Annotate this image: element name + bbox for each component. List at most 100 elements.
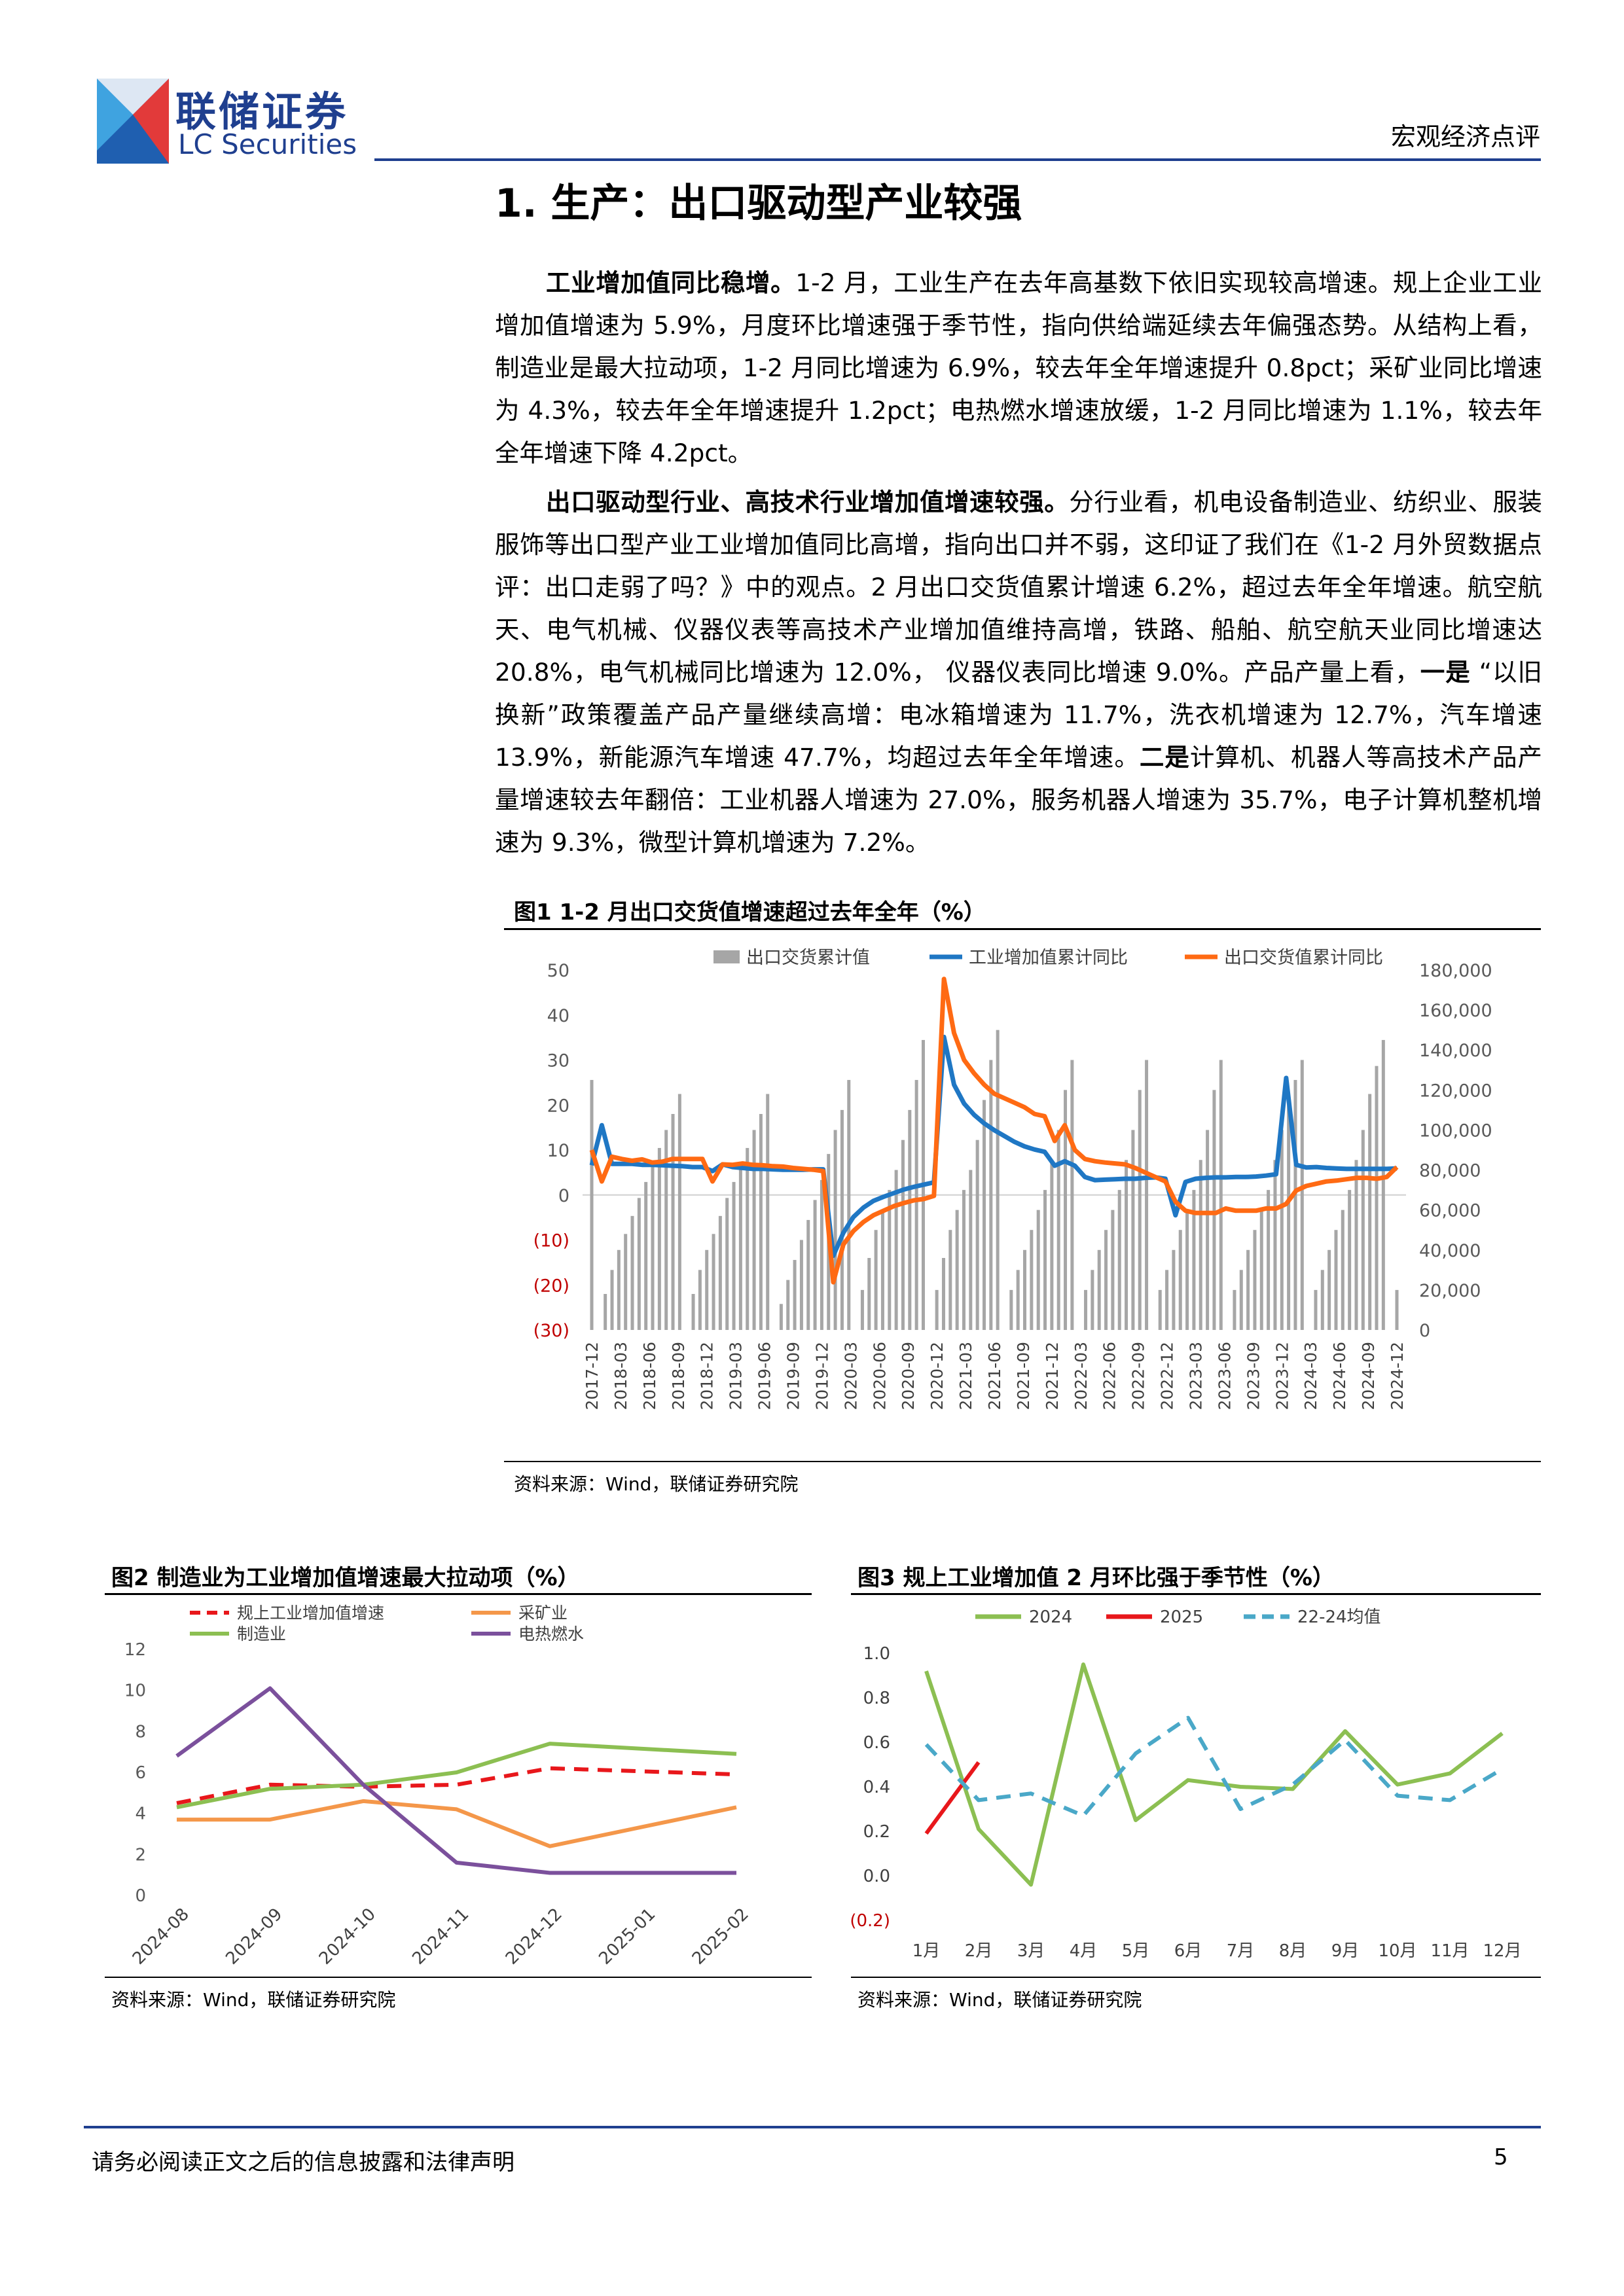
x-tick-label: 2019-06 bbox=[755, 1342, 774, 1410]
bar-export-cumulative bbox=[1023, 1249, 1027, 1330]
bar-export-cumulative bbox=[955, 1210, 959, 1330]
bar-export-cumulative bbox=[1145, 1060, 1149, 1330]
bar-export-cumulative bbox=[935, 1289, 939, 1330]
y-tick-label: 0.6 bbox=[863, 1733, 890, 1753]
bar-export-cumulative bbox=[1361, 1130, 1365, 1330]
bar-export-cumulative bbox=[1192, 1190, 1196, 1330]
bar-export-cumulative bbox=[644, 1181, 648, 1330]
y-tick-label: 0.2 bbox=[863, 1822, 890, 1842]
bar-export-cumulative bbox=[691, 1294, 695, 1330]
bar-export-cumulative bbox=[874, 1230, 878, 1330]
bar-export-cumulative bbox=[1293, 1080, 1297, 1330]
bar-export-cumulative bbox=[982, 1100, 986, 1330]
bar-export-cumulative bbox=[860, 1289, 864, 1330]
bar-export-cumulative bbox=[908, 1109, 912, 1330]
right-y-tick-label: 180,000 bbox=[1419, 961, 1492, 981]
x-tick-label: 2025-02 bbox=[689, 1905, 753, 1969]
bar-export-cumulative bbox=[1043, 1190, 1047, 1330]
bar-export-cumulative bbox=[1273, 1160, 1277, 1330]
x-tick-label: 2024-12 bbox=[502, 1905, 566, 1969]
bar-export-cumulative bbox=[1185, 1210, 1189, 1330]
bar-export-cumulative bbox=[1314, 1289, 1318, 1330]
x-tick-label: 2019-12 bbox=[812, 1342, 831, 1410]
y-tick-label: 0.0 bbox=[863, 1867, 890, 1886]
bar-export-cumulative bbox=[799, 1240, 803, 1330]
bar-export-cumulative bbox=[1036, 1210, 1040, 1330]
bar-export-cumulative bbox=[1091, 1270, 1094, 1330]
page-number: 5 bbox=[1494, 2144, 1508, 2170]
paragraph-2-body-3: 计算机、机器人等高技术产品产量增速较去年翻倍：工业机器人增速为 27.0%，服务… bbox=[495, 743, 1543, 857]
legend-label: 2024 bbox=[1029, 1607, 1072, 1627]
x-tick-label: 2021-06 bbox=[985, 1342, 1004, 1410]
bar-export-cumulative bbox=[671, 1114, 675, 1330]
x-tick-label: 2018-12 bbox=[698, 1342, 717, 1410]
bar-export-cumulative bbox=[617, 1249, 621, 1330]
bar-export-cumulative bbox=[1219, 1060, 1223, 1330]
x-tick-label: 2021-03 bbox=[956, 1342, 975, 1410]
x-tick-label: 12月 bbox=[1483, 1941, 1521, 1961]
x-tick-label: 2024-11 bbox=[408, 1905, 473, 1969]
bar-export-cumulative bbox=[1050, 1160, 1054, 1330]
x-tick-label: 2024-09 bbox=[1359, 1342, 1378, 1410]
bar-export-cumulative bbox=[1056, 1130, 1060, 1330]
x-tick-label: 2024-12 bbox=[1388, 1342, 1407, 1410]
x-tick-label: 2018-09 bbox=[669, 1342, 688, 1410]
bar-export-cumulative bbox=[1354, 1160, 1358, 1330]
bar-export-cumulative bbox=[1348, 1190, 1352, 1330]
bar-export-cumulative bbox=[833, 1130, 837, 1330]
figure-2-title: 图2 制造业为工业增加值增速最大拉动项（%） bbox=[111, 1565, 580, 1591]
bar-export-cumulative bbox=[1064, 1090, 1068, 1330]
legend-label: 出口交货累计值 bbox=[746, 948, 870, 968]
bar-export-cumulative bbox=[880, 1210, 884, 1330]
y-tick-label: 0.8 bbox=[863, 1689, 890, 1708]
bar-export-cumulative bbox=[1212, 1090, 1216, 1330]
footer-divider bbox=[84, 2126, 1541, 2128]
bar-export-cumulative bbox=[630, 1215, 634, 1330]
paragraph-2: 出口驱动型行业、高技术行业增加值增速较强。分行业看，机电设备制造业、纺织业、服装… bbox=[495, 481, 1542, 864]
x-tick-label: 2024-08 bbox=[129, 1905, 193, 1969]
legend-label: 出口交货值累计同比 bbox=[1224, 948, 1383, 968]
figure-3-source: 资料来源：Wind，联储证券研究院 bbox=[857, 1989, 1142, 2011]
bar-export-cumulative bbox=[806, 1219, 810, 1330]
bar-export-cumulative bbox=[989, 1060, 993, 1330]
bar-export-cumulative bbox=[1117, 1190, 1121, 1330]
y-tick-label: 6 bbox=[135, 1763, 146, 1783]
figure-2-source: 资料来源：Wind，联储证券研究院 bbox=[111, 1989, 396, 2011]
y-tick-label: 0.4 bbox=[863, 1778, 890, 1797]
bar-export-cumulative bbox=[948, 1230, 952, 1330]
x-tick-label: 1月 bbox=[912, 1941, 941, 1961]
line-22-24均值 bbox=[924, 1715, 1504, 1818]
x-tick-label: 2025-01 bbox=[595, 1905, 659, 1969]
bar-export-cumulative bbox=[752, 1130, 756, 1330]
x-tick-label: 2021-09 bbox=[1014, 1342, 1033, 1410]
bar-export-cumulative bbox=[637, 1198, 641, 1330]
left-y-tick-label: 40 bbox=[547, 1006, 569, 1026]
bar-export-cumulative bbox=[1070, 1060, 1074, 1330]
bar-export-cumulative bbox=[1178, 1230, 1182, 1330]
footer-disclaimer: 请务必阅读正文之后的信息披露和法律声明 bbox=[92, 2149, 514, 2176]
bar-export-cumulative bbox=[766, 1094, 770, 1330]
line-export-value-yoy bbox=[589, 977, 1399, 1285]
left-y-tick-label: 50 bbox=[547, 961, 569, 981]
figure-1-source: 资料来源：Wind，联储证券研究院 bbox=[514, 1473, 799, 1495]
right-y-tick-label: 100,000 bbox=[1419, 1121, 1492, 1141]
line-2024 bbox=[924, 1662, 1504, 1887]
bar-export-cumulative bbox=[1206, 1130, 1210, 1330]
legend-label: 电热燃水 bbox=[518, 1624, 584, 1643]
right-y-tick-label: 40,000 bbox=[1419, 1241, 1481, 1261]
bar-export-cumulative bbox=[941, 1258, 945, 1330]
x-tick-label: 10月 bbox=[1378, 1941, 1416, 1961]
x-tick-label: 2022-03 bbox=[1072, 1342, 1091, 1410]
x-tick-label: 2024-09 bbox=[222, 1905, 286, 1969]
brand-name-cn: 联储证券 bbox=[175, 88, 349, 135]
bar-export-cumulative bbox=[725, 1198, 729, 1330]
left-y-tick-label: (20) bbox=[533, 1276, 569, 1296]
legend-swatch bbox=[713, 950, 740, 963]
x-tick-label: 3月 bbox=[1017, 1941, 1045, 1961]
paragraph-2-em-1: 一是 bbox=[1420, 658, 1471, 687]
x-tick-label: 2024-03 bbox=[1301, 1342, 1320, 1410]
bar-export-cumulative bbox=[1395, 1289, 1399, 1330]
y-tick-label: 8 bbox=[135, 1722, 146, 1742]
header-divider bbox=[374, 158, 1541, 161]
y-tick-label: 1.0 bbox=[863, 1644, 890, 1664]
